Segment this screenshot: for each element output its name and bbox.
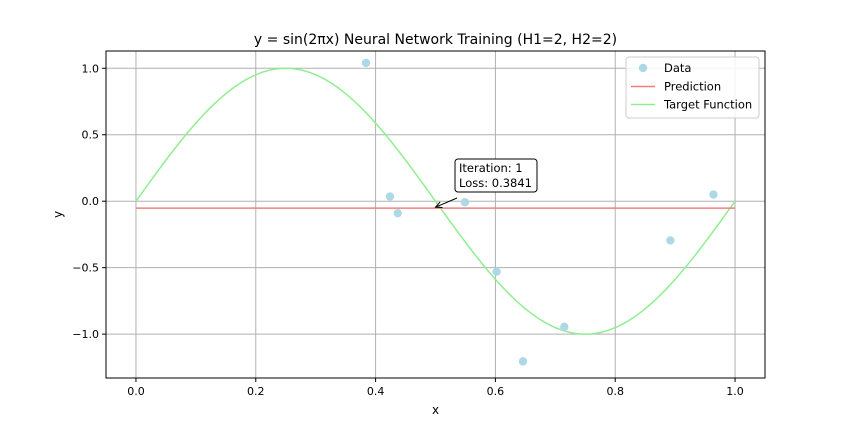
- legend-target-label: Target Function: [663, 98, 752, 112]
- plot-area-frame: [105, 50, 766, 379]
- y-axis-label: y: [51, 211, 65, 218]
- x-tick-label: 0.8: [606, 385, 624, 398]
- data-point: [393, 208, 402, 218]
- y-tick-label: 0.0: [82, 195, 100, 208]
- data-point: [709, 190, 718, 199]
- data-point: [560, 322, 569, 332]
- y-tick-label: 0.5: [82, 129, 100, 142]
- y-tick-label: 1.0: [82, 62, 100, 75]
- legend-box: [625, 56, 760, 119]
- x-tick-label: 0.4: [367, 385, 385, 398]
- annotation-arrowhead: [434, 201, 443, 209]
- annotation-iteration: Iteration: 1: [459, 161, 523, 175]
- annotation: Iteration: 1 Loss: 0.3841: [434, 158, 538, 209]
- data-point: [361, 58, 371, 68]
- data-point: [492, 267, 501, 276]
- annotation-loss: Loss: 0.3841: [459, 176, 532, 190]
- annotation-arrow: [435, 197, 458, 208]
- ticks: 0.0 0.2 0.4 0.6 0.8 1.0 1.0 0.5 0.0 −0.5 −1.0: [72, 62, 744, 398]
- y-tick-label: −0.5: [72, 262, 99, 275]
- data-point: [518, 357, 528, 366]
- legend-data-marker: [638, 63, 648, 73]
- data-point: [460, 198, 470, 207]
- legend-data-label: Data: [664, 61, 691, 75]
- chart-title: y = sin(2πx) Neural Network Training (H1…: [254, 32, 617, 48]
- data-point: [666, 236, 675, 245]
- x-tick-label: 0.6: [487, 385, 505, 398]
- series-layer: [135, 58, 736, 366]
- legend: Data Prediction Target Function: [625, 56, 760, 119]
- annotation-box: [454, 158, 538, 193]
- y-tick-label: −1.0: [72, 328, 99, 341]
- x-axis-label: x: [432, 403, 439, 417]
- x-tick-label: 1.0: [726, 385, 744, 398]
- legend-prediction-label: Prediction: [664, 80, 721, 94]
- x-tick-label: 0.0: [127, 385, 145, 398]
- target-function-line: [135, 67, 736, 335]
- x-tick-label: 0.2: [247, 385, 265, 398]
- data-point: [385, 192, 395, 201]
